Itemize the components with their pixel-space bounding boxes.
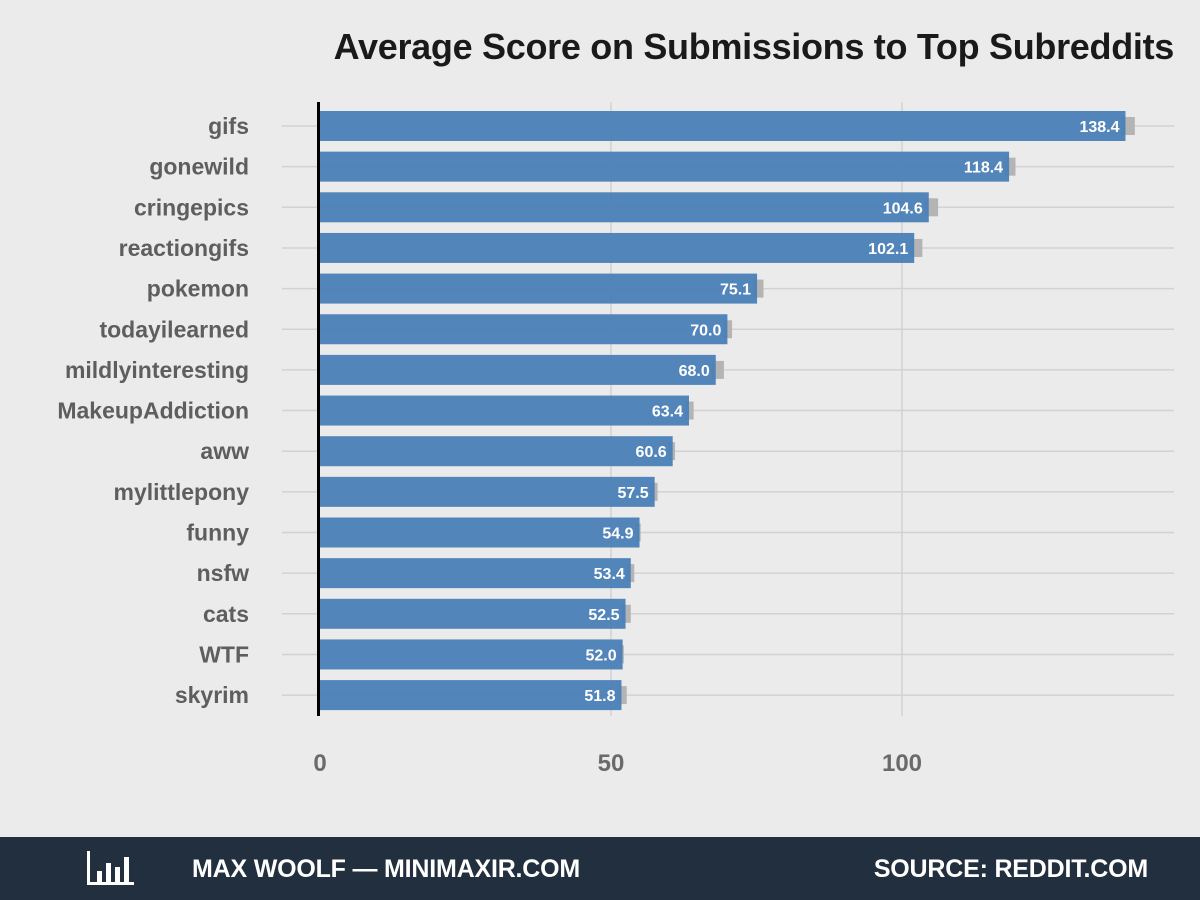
bar-gonewild xyxy=(320,151,1010,182)
value-label: 63.4 xyxy=(652,404,683,421)
category-label: aww xyxy=(200,438,249,464)
error-bar xyxy=(617,686,627,705)
category-label: mylittlepony xyxy=(114,479,250,505)
bar-todayilearned xyxy=(320,314,728,345)
bar-aww xyxy=(320,436,673,467)
bar-WTF xyxy=(320,639,623,670)
value-label: 102.1 xyxy=(868,241,908,258)
value-label: 104.6 xyxy=(883,200,923,217)
category-label: cringepics xyxy=(134,194,249,220)
footer-bar: MAX WOOLF — MINIMAXIR.COM SOURCE: REDDIT… xyxy=(0,837,1200,900)
bar-mylittlepony xyxy=(320,476,655,507)
bar-nsfw xyxy=(320,558,631,589)
bar-pokemon xyxy=(320,273,758,304)
category-label: pokemon xyxy=(147,276,249,302)
category-label: reactiongifs xyxy=(119,235,249,261)
category-label: WTF xyxy=(199,641,249,667)
bar-cringepics xyxy=(320,192,929,223)
category-label: funny xyxy=(186,520,249,546)
category-label: nsfw xyxy=(197,560,250,586)
value-label: 75.1 xyxy=(720,282,751,299)
value-label: 138.4 xyxy=(1079,119,1119,136)
bar-mildlyinteresting xyxy=(320,354,716,385)
chart-title: Average Score on Submissions to Top Subr… xyxy=(333,26,1175,67)
error-bar xyxy=(684,401,694,420)
footer-source: SOURCE: REDDIT.COM xyxy=(873,855,1148,883)
category-label: cats xyxy=(203,601,249,627)
error-bar xyxy=(723,320,733,339)
error-bar xyxy=(621,604,631,623)
bar-cats xyxy=(320,598,626,629)
value-label: 118.4 xyxy=(964,160,1003,177)
category-label: gonewild xyxy=(149,154,249,180)
value-label: 52.0 xyxy=(585,647,616,664)
value-label: 52.5 xyxy=(588,607,619,624)
x-tick-label: 100 xyxy=(882,750,922,777)
x-tick-label: 50 xyxy=(598,750,625,777)
bar-chart-logo-icon xyxy=(87,851,134,885)
category-label: gifs xyxy=(208,113,249,139)
category-label: mildlyinteresting xyxy=(65,357,249,383)
value-label: 60.6 xyxy=(636,444,667,461)
bar-MakeupAddiction xyxy=(320,395,689,426)
bar-reactiongifs xyxy=(320,232,915,263)
category-label: MakeupAddiction xyxy=(57,398,249,424)
value-label: 51.8 xyxy=(584,688,615,705)
category-label: todayilearned xyxy=(99,316,249,342)
plot-area: 138.4 gifs 118.4 gonewild 104.6 cringepics 102… xyxy=(57,102,1174,777)
error-bar xyxy=(1005,157,1016,176)
value-label: 54.9 xyxy=(602,526,633,543)
value-label: 57.5 xyxy=(618,485,649,502)
value-label: 70.0 xyxy=(690,322,721,339)
x-tick-label: 0 xyxy=(313,750,326,777)
bar-funny xyxy=(320,517,640,548)
error-bar xyxy=(753,279,764,298)
bar-skyrim xyxy=(320,680,622,711)
bar-gifs xyxy=(320,111,1126,141)
footer-author: MAX WOOLF — MINIMAXIR.COM xyxy=(192,855,581,883)
category-label: skyrim xyxy=(175,682,249,708)
value-label: 68.0 xyxy=(679,363,710,380)
value-label: 53.4 xyxy=(594,566,625,583)
